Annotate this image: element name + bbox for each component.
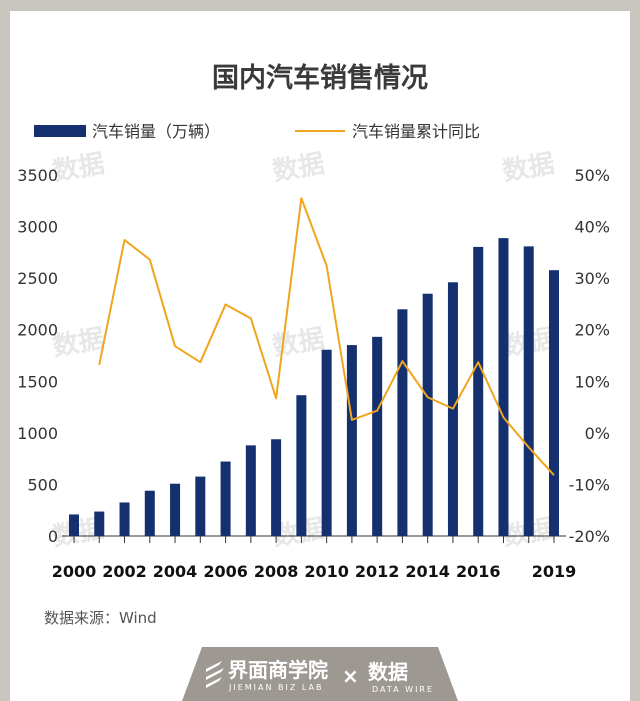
y-left-tick-label: 500 <box>27 475 58 494</box>
bar <box>473 246 484 536</box>
y-left-tick-label: 2000 <box>17 321 58 340</box>
legend-label-yoy: 汽车销量累计同比 <box>352 122 480 141</box>
x-tick-label: 2004 <box>153 562 198 581</box>
watermark-layer: 数据数据数据数据数据数据数据数据数据 <box>50 149 556 553</box>
y-left-tick-label: 0 <box>48 527 58 546</box>
y-right-tick-label: 0% <box>585 424 610 443</box>
bar <box>296 395 307 536</box>
watermark-text: 数据 <box>50 324 106 363</box>
x-tick-label: 2012 <box>355 562 400 581</box>
legend-bar-swatch <box>34 125 86 137</box>
y-right-tick-label: 20% <box>574 321 610 340</box>
watermark-text: 数据 <box>270 149 326 188</box>
y-right-tick-label: 50% <box>574 166 610 185</box>
y-right-tick-label: 30% <box>574 269 610 288</box>
bar-series <box>69 238 559 537</box>
bar <box>372 336 383 536</box>
jiemian-logo-icon <box>206 661 224 688</box>
bar <box>245 445 256 536</box>
y-left-tick-label: 3500 <box>17 166 58 185</box>
bar <box>220 461 231 536</box>
bar <box>144 490 155 536</box>
x-tick-label: 2006 <box>203 562 248 581</box>
partner-logo-text: 数据 <box>368 660 408 684</box>
yoy-line <box>98 197 555 476</box>
source-note: 数据来源：Wind <box>44 609 157 627</box>
partner-logo-subtext: DATA WIRE <box>372 685 434 694</box>
y-right-tick-label: 40% <box>574 218 610 237</box>
bar <box>119 502 130 536</box>
x-tick-label: 2000 <box>52 562 97 581</box>
legend-label-sales: 汽车销量（万辆） <box>92 122 220 141</box>
bar <box>271 439 282 536</box>
x-tick-label: 2010 <box>304 562 349 581</box>
x-tick-label: 2008 <box>254 562 299 581</box>
line-series <box>98 197 555 476</box>
brand-logo-text: 界面商学院 <box>228 658 328 682</box>
bar <box>422 293 433 536</box>
y-left-tick-label: 1500 <box>17 372 58 391</box>
bar <box>69 514 79 536</box>
bar <box>346 345 357 536</box>
bar <box>397 309 408 536</box>
bar <box>498 238 509 537</box>
x-tick-label: 2002 <box>102 562 147 581</box>
watermark-text: 数据 <box>270 324 326 363</box>
legend: 汽车销量（万辆） 汽车销量累计同比 <box>34 122 480 141</box>
y-left-tick-label: 2500 <box>17 269 58 288</box>
brand-footer: 界面商学院 JIEMIAN BIZ LAB × 数据 DATA WIRE <box>182 647 458 701</box>
bar <box>94 511 105 536</box>
brand-times: × <box>342 664 359 688</box>
watermark-text: 数据 <box>500 149 556 188</box>
brand-banner <box>182 647 458 701</box>
chart: 数据数据数据数据数据数据数据数据数据 国内汽车销售情况 汽车销量（万辆） 汽车销… <box>17 62 610 701</box>
x-tick-label: 2016 <box>456 562 501 581</box>
bar <box>523 246 534 536</box>
bar <box>195 476 206 536</box>
chart-title: 国内汽车销售情况 <box>212 62 428 94</box>
y-right-tick-label: -20% <box>569 527 610 546</box>
bar <box>170 483 181 536</box>
brand-logo-subtext: JIEMIAN BIZ LAB <box>228 683 324 692</box>
x-tick-label: 2019 <box>532 562 577 581</box>
watermark-text: 数据 <box>50 149 106 188</box>
chart-card: 数据数据数据数据数据数据数据数据数据 国内汽车销售情况 汽车销量（万辆） 汽车销… <box>10 11 630 701</box>
y-left-tick-label: 1000 <box>17 424 58 443</box>
y-right-tick-label: -10% <box>569 475 610 494</box>
bar <box>549 270 559 536</box>
x-tick-label: 2014 <box>405 562 450 581</box>
bar <box>321 349 332 536</box>
y-left-tick-label: 3000 <box>17 218 58 237</box>
y-right-tick-label: 10% <box>574 372 610 391</box>
